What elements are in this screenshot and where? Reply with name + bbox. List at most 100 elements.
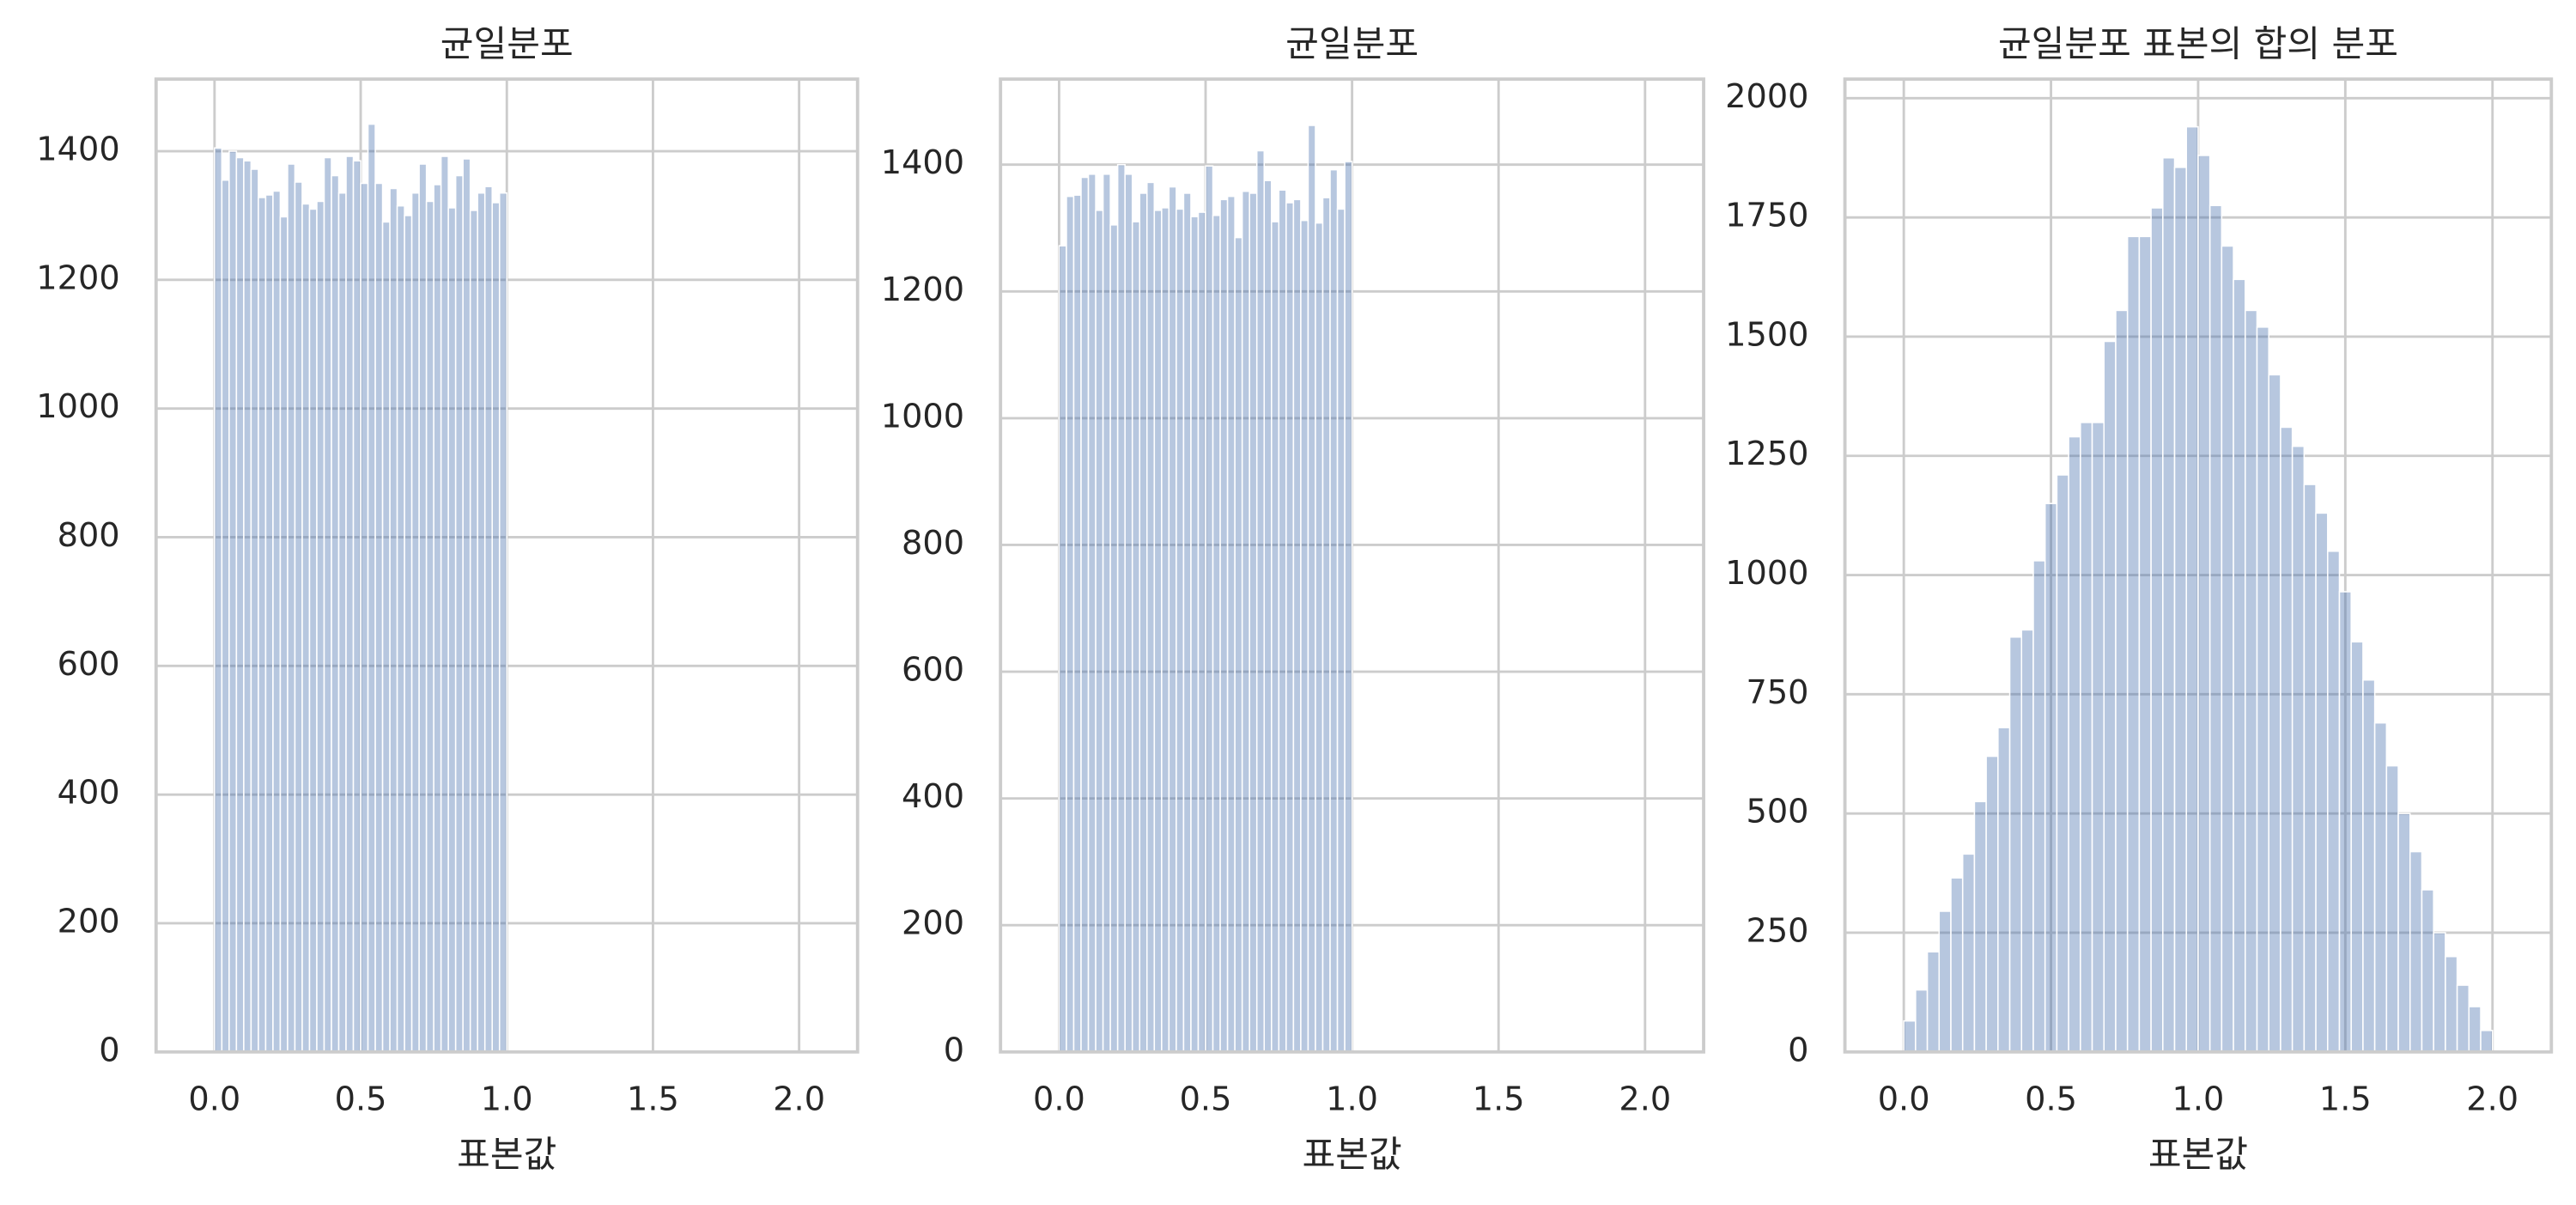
- bar: [433, 184, 442, 1053]
- bar: [1116, 163, 1126, 1053]
- bar: [2197, 155, 2211, 1053]
- bar: [264, 194, 274, 1053]
- bar: [2068, 435, 2081, 1053]
- bar: [2362, 679, 2376, 1053]
- bar: [2044, 502, 2058, 1053]
- x-tick-label: 0.0: [1033, 1080, 1085, 1119]
- bar: [331, 174, 340, 1053]
- x-axis-label: 표본값: [1303, 1134, 1402, 1176]
- bar: [447, 207, 457, 1053]
- x-tick-label: 0.5: [1180, 1080, 1232, 1119]
- y-tick-label: 750: [1746, 673, 1808, 712]
- bar: [1102, 173, 1111, 1053]
- bar: [374, 182, 384, 1053]
- bar: [2373, 721, 2388, 1053]
- bar: [1153, 210, 1163, 1053]
- x-tick-label: 1.5: [2319, 1080, 2372, 1119]
- bar: [2032, 560, 2046, 1053]
- x-tick-label: 1.5: [1473, 1080, 1525, 1119]
- bar: [2421, 889, 2434, 1053]
- x-tick-label: 1.0: [481, 1080, 533, 1119]
- bar: [1344, 161, 1353, 1053]
- bar: [418, 163, 428, 1053]
- bar: [367, 123, 376, 1053]
- bar: [1903, 1019, 1917, 1053]
- bar: [2221, 245, 2234, 1053]
- bar: [1255, 149, 1266, 1053]
- x-tick-label: 0.0: [188, 1080, 240, 1119]
- bar: [483, 186, 493, 1053]
- bar: [1285, 202, 1295, 1053]
- bar: [1168, 186, 1177, 1053]
- bar: [1300, 219, 1309, 1053]
- bar: [1278, 189, 1287, 1053]
- x-tick-label: 2.0: [1619, 1080, 1671, 1119]
- bar: [228, 150, 238, 1053]
- bar: [1263, 180, 1273, 1053]
- bar: [1329, 168, 1339, 1053]
- bar: [323, 156, 332, 1053]
- bar: [1139, 192, 1148, 1053]
- bar: [235, 156, 245, 1053]
- bar: [2327, 551, 2341, 1053]
- bar: [2103, 340, 2117, 1053]
- bar: [221, 179, 230, 1053]
- bar: [1315, 222, 1324, 1053]
- bar: [1234, 236, 1243, 1053]
- chart-title: 균일분포: [440, 22, 574, 64]
- bar: [352, 160, 361, 1053]
- bar: [2468, 1006, 2482, 1053]
- bar: [2162, 156, 2176, 1053]
- bar: [381, 221, 391, 1053]
- bar: [2268, 374, 2281, 1053]
- bar: [1197, 211, 1206, 1053]
- x-tick-label: 0.5: [335, 1080, 387, 1119]
- y-tick-label: 600: [58, 645, 120, 684]
- bar: [1985, 755, 1999, 1053]
- bar: [360, 182, 369, 1053]
- bar: [2126, 235, 2141, 1053]
- bar: [316, 200, 325, 1053]
- bar: [2233, 278, 2246, 1053]
- x-tick-label: 1.0: [1326, 1080, 1378, 1119]
- x-tick-label: 2.0: [773, 1080, 825, 1119]
- chart-title: 균일분포 표본의 합의 분포: [1998, 22, 2398, 64]
- bar: [272, 190, 282, 1053]
- axes-frame: [1843, 77, 2554, 1054]
- y-tick-label: 200: [902, 904, 964, 943]
- bar: [425, 200, 434, 1053]
- bar: [2008, 636, 2023, 1053]
- bar: [2245, 309, 2258, 1053]
- bar: [1205, 165, 1214, 1053]
- bar: [2397, 812, 2411, 1053]
- bar: [2338, 591, 2352, 1053]
- bar: [1072, 194, 1082, 1053]
- y-tick-label: 250: [1746, 911, 1808, 950]
- bar: [1961, 853, 1976, 1053]
- bar: [279, 216, 289, 1053]
- y-tick-label: 800: [902, 524, 964, 563]
- bar: [243, 160, 252, 1053]
- axes-frame: [999, 77, 1705, 1054]
- bar: [301, 203, 311, 1053]
- y-tick-label: 2000: [1725, 77, 1808, 116]
- y-tick-label: 0: [1788, 1031, 1808, 1069]
- bar: [1926, 951, 1941, 1053]
- bar: [2480, 1030, 2494, 1053]
- bar: [462, 158, 471, 1053]
- x-tick-label: 1.0: [2172, 1080, 2225, 1119]
- bar: [1146, 181, 1156, 1053]
- bar: [454, 174, 464, 1053]
- y-tick-label: 1400: [36, 131, 119, 169]
- bar: [2315, 512, 2329, 1053]
- bar: [1336, 208, 1346, 1053]
- bar: [2256, 326, 2269, 1053]
- bar: [2056, 474, 2069, 1053]
- bar: [2291, 445, 2306, 1053]
- bar: [1109, 224, 1119, 1053]
- chart-title: 균일분포: [1285, 22, 1419, 64]
- y-tick-label: 1250: [1725, 435, 1808, 473]
- bar: [2433, 932, 2446, 1053]
- bar: [250, 168, 259, 1053]
